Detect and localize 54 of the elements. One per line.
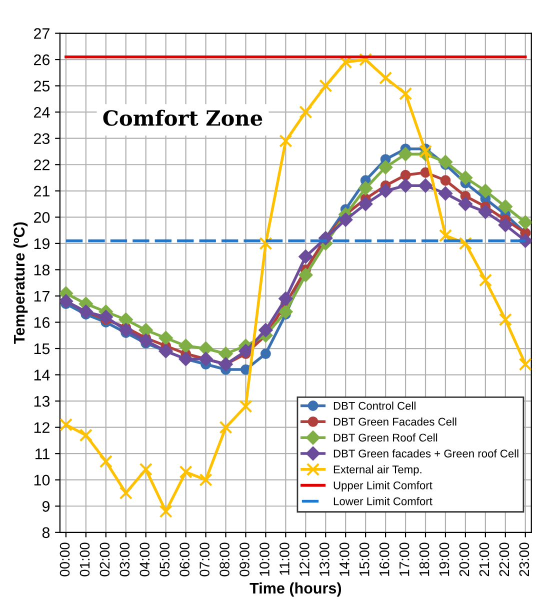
y-tick-label: 25 — [34, 80, 50, 92]
annotation: Comfort Zone — [103, 110, 262, 126]
y-tick-label: 14 — [34, 370, 50, 380]
x-tick-label: 23:00 — [519, 542, 530, 576]
x-tick-label: 01:00 — [80, 542, 90, 576]
y-tick-label: 13 — [34, 396, 50, 407]
legend-label: DBT Control Cell — [334, 402, 416, 410]
x-tick-label: 06:00 — [180, 542, 190, 576]
x-tick-label: 05:00 — [160, 542, 170, 576]
y-tick-label: 21 — [34, 186, 50, 196]
y-tick-label: 15 — [34, 344, 50, 354]
y-tick-label: 19 — [34, 238, 50, 250]
y-tick-label: 9 — [42, 501, 50, 512]
y-tick-label: 23 — [34, 133, 50, 144]
x-tick-label: 18:00 — [419, 542, 430, 576]
y-tick-label: 27 — [34, 28, 50, 39]
x-tick-label: 04:00 — [140, 542, 150, 576]
x-axis-title: Time (hours) — [250, 582, 342, 597]
y-tick-label: 17 — [34, 291, 50, 302]
x-tick-label: 10:00 — [260, 542, 270, 576]
x-tick-label: 00:00 — [60, 542, 70, 576]
y-tick-label: 12 — [34, 422, 50, 433]
y-tick-label: 8 — [42, 527, 50, 538]
x-tick-label: 19:00 — [439, 542, 450, 576]
y-tick-label: 22 — [34, 159, 50, 170]
x-tick-label: 17:00 — [399, 542, 410, 576]
x-tick-label: 08:00 — [220, 542, 230, 576]
y-tick-label: 24 — [34, 106, 50, 118]
y-axis-title: Temperature (ºC) — [13, 222, 28, 344]
legend-label: DBT Green Facades Cell — [334, 418, 456, 426]
x-tick-label: 21:00 — [479, 542, 490, 576]
y-tick-label: 26 — [34, 54, 50, 66]
x-tick-label: 11:00 — [280, 542, 290, 575]
legend-label: Upper Limit Comfort — [334, 481, 432, 492]
x-tick-label: 14:00 — [339, 542, 350, 576]
y-tick-label: 16 — [34, 317, 50, 328]
y-tick-label: 10 — [34, 474, 50, 486]
legend-label: DBT Green Roof Cell — [334, 433, 438, 442]
legend-label: Lower Limit Comfort — [334, 497, 432, 506]
y-tick-label: 20 — [34, 212, 50, 223]
x-tick-label: 22:00 — [499, 542, 510, 576]
legend-label: External air Temp. — [334, 465, 422, 476]
x-tick-label: 15:00 — [359, 542, 370, 576]
x-tick-label: 07:00 — [200, 542, 210, 576]
legend-label: DBT Green facades + Green roof Cell — [334, 449, 518, 458]
x-tick-label: 09:00 — [240, 542, 250, 576]
x-tick-label: 20:00 — [459, 542, 470, 576]
x-tick-label: 12:00 — [300, 542, 310, 576]
x-tick-label: 13:00 — [320, 542, 330, 576]
y-tick-label: 11 — [36, 448, 50, 460]
x-tick-label: 03:00 — [120, 542, 130, 576]
x-tick-label: 16:00 — [379, 542, 390, 576]
y-tick-label: 18 — [34, 264, 50, 276]
x-tick-label: 02:00 — [100, 542, 110, 576]
